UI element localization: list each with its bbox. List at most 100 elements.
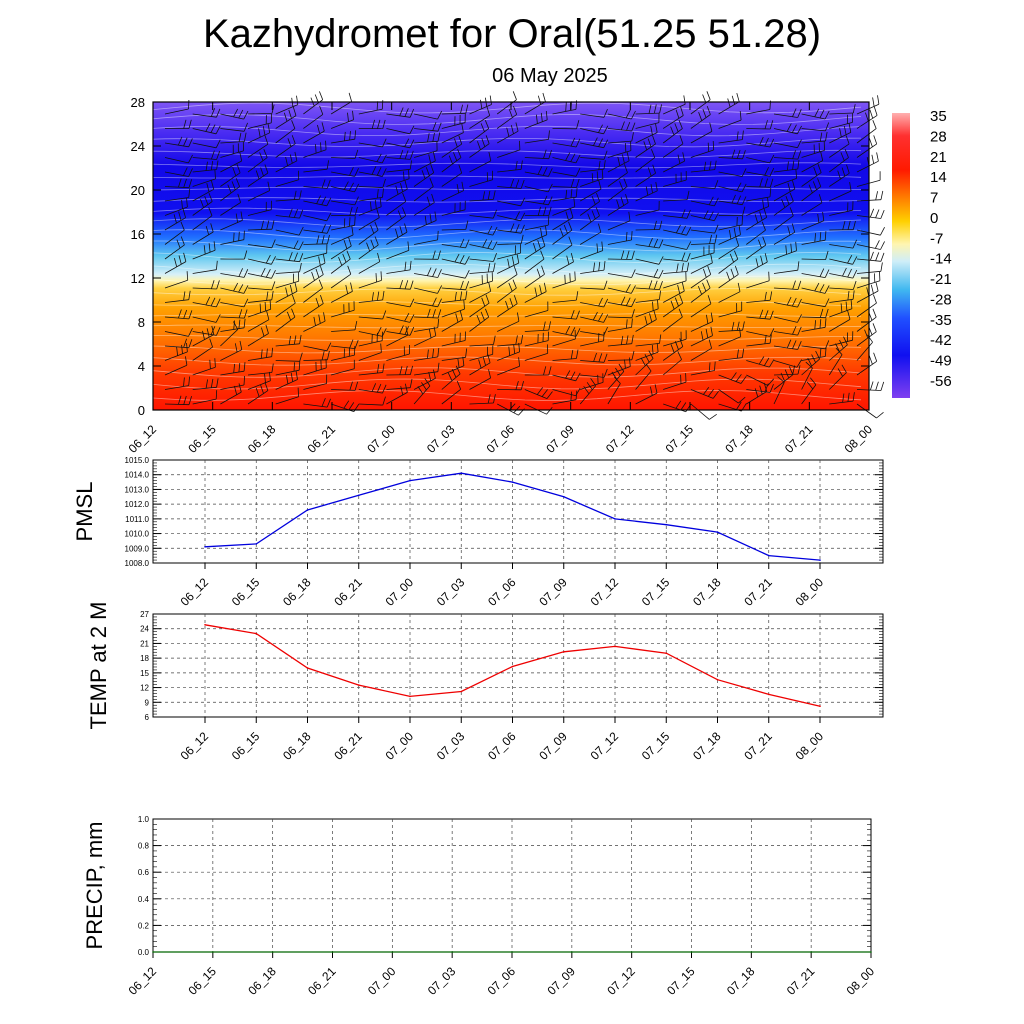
wind-barb-feather bbox=[576, 310, 580, 320]
wind-barb-staff bbox=[552, 206, 575, 216]
wind-barb bbox=[164, 136, 193, 148]
wind-barb-feather bbox=[515, 224, 520, 233]
wind-barb-feather bbox=[243, 375, 245, 386]
wind-barb-feather bbox=[570, 391, 572, 401]
wind-barb-feather bbox=[243, 122, 248, 132]
wind-barb bbox=[524, 237, 546, 260]
wind-barb-feather bbox=[215, 139, 221, 148]
wind-barb bbox=[690, 234, 718, 245]
wind-barb-staff bbox=[303, 287, 323, 303]
wind-barb-feather bbox=[463, 300, 465, 310]
wind-barb-feather bbox=[626, 121, 631, 131]
wind-barb-feather bbox=[682, 152, 685, 162]
wind-barb-feather bbox=[271, 256, 276, 265]
wind-barb bbox=[718, 389, 746, 404]
wind-barb-staff bbox=[220, 150, 244, 158]
wind-barb-feather bbox=[289, 154, 293, 164]
wind-barb-feather bbox=[298, 226, 304, 236]
wind-barb-staff bbox=[524, 329, 549, 332]
data-point bbox=[391, 951, 394, 953]
data-point bbox=[819, 705, 821, 707]
wind-barb-feather bbox=[354, 381, 359, 391]
wind-barb-staff bbox=[247, 209, 272, 216]
wind-barb-staff bbox=[247, 143, 269, 158]
wind-barb-feather bbox=[482, 191, 486, 201]
wind-barb bbox=[469, 209, 497, 219]
wind-barb-feather bbox=[264, 381, 269, 391]
wind-barb-feather bbox=[349, 167, 354, 176]
wind-barb-feather bbox=[670, 300, 675, 310]
wind-barb-staff bbox=[856, 290, 879, 303]
wind-barb-feather bbox=[289, 284, 293, 294]
y-tick-label: 8 bbox=[138, 315, 145, 330]
wind-barb-feather bbox=[706, 91, 711, 100]
wind-barb bbox=[690, 196, 719, 207]
wind-barb-feather bbox=[847, 255, 853, 264]
wind-barb bbox=[413, 211, 437, 231]
x-tick-label: 07_00 bbox=[383, 729, 417, 763]
wind-barb-feather bbox=[377, 364, 380, 374]
wind-barb bbox=[801, 298, 830, 308]
wind-barb-staff bbox=[331, 157, 356, 159]
wind-barb-feather bbox=[570, 371, 576, 380]
colorbar-scale bbox=[892, 113, 910, 398]
wind-barb-staff bbox=[330, 258, 351, 274]
wind-barb bbox=[773, 150, 802, 160]
wind-barb-feather bbox=[382, 396, 386, 406]
wind-barb-feather bbox=[780, 372, 785, 382]
wind-barb-staff bbox=[690, 262, 713, 274]
wind-barb-feather bbox=[255, 170, 260, 180]
y-tick-label: 1010.0 bbox=[125, 530, 150, 539]
wind-barb-feather bbox=[206, 183, 210, 192]
wind-barb-staff bbox=[635, 172, 656, 187]
x-tick-label: 07_18 bbox=[724, 964, 758, 998]
wind-barb-feather bbox=[769, 187, 772, 197]
wind-barb-staff bbox=[358, 157, 383, 164]
wind-barb-feather bbox=[824, 269, 830, 278]
wind-barb-feather bbox=[620, 121, 625, 131]
wind-barb-feather bbox=[409, 139, 415, 148]
x-tick-label: 07_09 bbox=[536, 575, 570, 609]
wind-barb-feather bbox=[181, 199, 183, 209]
wind-barb bbox=[663, 95, 686, 115]
data-point bbox=[665, 652, 668, 654]
wind-barb-feather bbox=[703, 268, 707, 278]
wind-barb-staff bbox=[552, 358, 577, 361]
x-tick-label: 07_09 bbox=[543, 422, 577, 456]
wind-barb-feather bbox=[601, 169, 604, 179]
wind-barb bbox=[829, 299, 853, 318]
wind-barb-feather bbox=[616, 199, 620, 209]
wind-barb-feather bbox=[370, 239, 375, 249]
x-tick-label: 07_03 bbox=[434, 575, 468, 609]
wind-barb-staff bbox=[358, 108, 383, 115]
wind-barb bbox=[524, 149, 552, 160]
wind-barb-staff bbox=[330, 234, 354, 245]
wind-barb-feather bbox=[352, 110, 354, 120]
x-tick-label: 06_15 bbox=[185, 422, 219, 456]
isotherm-line bbox=[153, 240, 862, 252]
wind-barb bbox=[829, 239, 857, 249]
wind-barb-staff bbox=[829, 273, 853, 279]
wind-barb-staff bbox=[303, 303, 324, 318]
wind-barb-staff bbox=[220, 160, 242, 173]
wind-barb bbox=[414, 267, 442, 278]
wind-barb-feather bbox=[626, 151, 630, 161]
x-tick-label: 07_21 bbox=[741, 575, 775, 609]
x-tick-label: 06_12 bbox=[126, 964, 160, 998]
wind-barb bbox=[663, 190, 690, 202]
wind-barb bbox=[192, 390, 218, 405]
wind-barb-feather bbox=[837, 170, 841, 180]
wind-barb bbox=[247, 290, 274, 303]
wind-barb-feather bbox=[640, 357, 646, 366]
wind-barb-feather bbox=[462, 356, 465, 366]
wind-barb-staff bbox=[856, 128, 877, 144]
wind-barb-staff bbox=[635, 190, 658, 202]
wind-barb-feather bbox=[404, 383, 408, 393]
wind-barb-staff bbox=[580, 374, 605, 378]
isotherm-line bbox=[152, 102, 862, 114]
wind-barb-staff bbox=[247, 228, 273, 231]
wind-barb-staff bbox=[635, 112, 660, 115]
wind-barb-feather bbox=[376, 153, 382, 162]
wind-barb-feather bbox=[293, 240, 299, 249]
